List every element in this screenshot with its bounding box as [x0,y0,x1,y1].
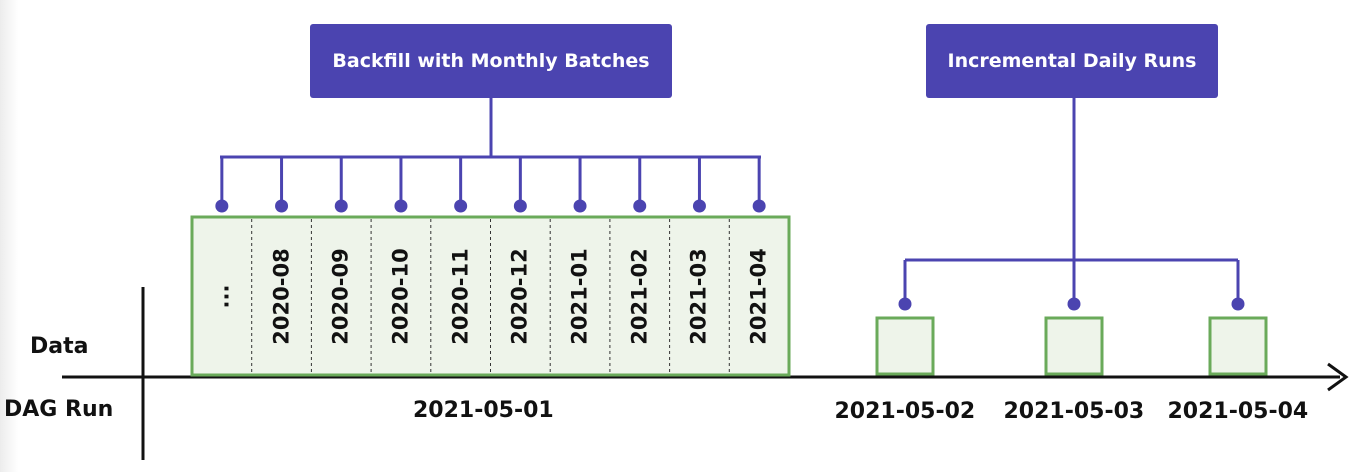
month-label: 2020-09 [328,247,353,345]
incremental-drop-dot [1231,297,1245,311]
month-label: 2020-08 [269,247,294,345]
backfill-drop-dot [692,199,706,213]
backfill-drop-dot [394,199,408,213]
backfill-drop-dot [275,199,289,213]
backfill-drop-dot [752,199,766,213]
daily-data-box [875,316,935,376]
month-dividers [251,219,730,373]
backfill-drop-dot [454,199,468,213]
incremental-data-boxes [875,316,1268,376]
month-label: 2021-02 [627,247,652,345]
daily-run-date: 2021-05-03 [1003,399,1145,424]
daily-run-date: 2021-05-04 [1167,399,1309,424]
dag-run-row-label: DAG Run [4,397,114,422]
month-label: 2020-10 [388,247,413,345]
left-edge-shadow [0,0,18,472]
backfill-drop-dot [513,199,527,213]
month-label: 2020-11 [448,247,473,345]
month-label: 2020-12 [508,247,533,345]
backfill-title-box: Backfill with Monthly Batches [310,24,672,98]
incremental-title: Incremental Daily Runs [947,50,1197,72]
month-label: 2021-04 [746,247,771,345]
backfill-title: Backfill with Monthly Batches [332,50,650,72]
daily-data-box [1044,316,1104,376]
month-label: ... [209,284,234,308]
incremental-title-box: Incremental Daily Runs [926,24,1218,98]
data-row-label: Data [30,334,89,359]
time-axis-arrowhead [1327,362,1349,392]
incremental-drop-dot [898,297,912,311]
backfill-drop-dot [633,199,647,213]
backfill-drop-dot [334,199,348,213]
backfill-drop-dot [573,199,587,213]
backfill-drop-dot [215,199,229,213]
month-label: 2021-03 [687,247,712,345]
incremental-drop-lines [898,260,1245,311]
backfill-drop-lines [215,157,766,213]
daily-data-box [1208,316,1268,376]
daily-run-date: 2021-05-02 [834,399,976,424]
incremental-drop-dot [1067,297,1081,311]
backfill-run-date: 2021-05-01 [413,398,554,423]
month-label: 2021-01 [567,247,592,345]
